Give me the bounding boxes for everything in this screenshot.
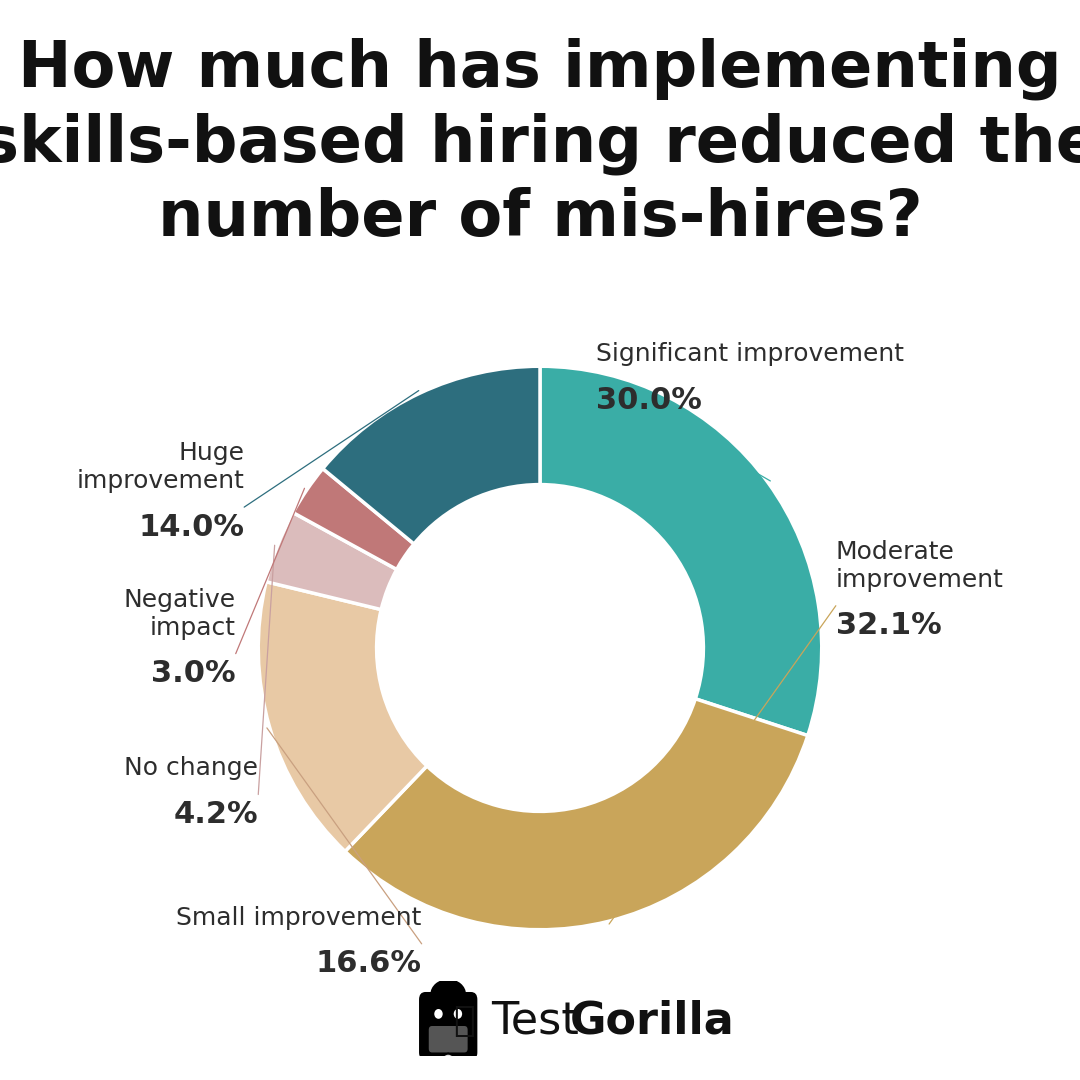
FancyBboxPatch shape <box>419 991 477 1061</box>
Text: Test: Test <box>491 999 579 1042</box>
Text: How much has implementing
skills-based hiring reduced the
number of mis-hires?: How much has implementing skills-based h… <box>0 38 1080 249</box>
Text: Gorilla: Gorilla <box>570 999 735 1042</box>
Text: 16.6%: 16.6% <box>315 949 421 978</box>
Wedge shape <box>293 469 414 569</box>
Text: 3.0%: 3.0% <box>151 659 235 688</box>
Text: Negative
impact: Negative impact <box>123 588 235 639</box>
Text: 30.0%: 30.0% <box>596 386 702 415</box>
Text: Small improvement: Small improvement <box>176 906 421 930</box>
Text: Huge
improvement: Huge improvement <box>77 442 244 494</box>
Wedge shape <box>323 366 540 544</box>
Circle shape <box>442 1055 455 1070</box>
Wedge shape <box>540 366 822 735</box>
Text: Moderate
improvement: Moderate improvement <box>836 540 1003 592</box>
Text: ⛹: ⛹ <box>454 1003 475 1038</box>
Ellipse shape <box>431 980 467 1010</box>
Wedge shape <box>258 582 427 851</box>
Text: 14.0%: 14.0% <box>138 513 244 542</box>
Text: Significant improvement: Significant improvement <box>596 342 904 366</box>
Text: 4.2%: 4.2% <box>174 800 258 829</box>
FancyBboxPatch shape <box>429 1026 468 1052</box>
Circle shape <box>434 1009 443 1018</box>
Text: 32.1%: 32.1% <box>836 611 942 640</box>
Circle shape <box>454 1009 462 1018</box>
Wedge shape <box>345 699 808 930</box>
Wedge shape <box>441 1052 456 1062</box>
Wedge shape <box>266 513 396 609</box>
Text: No change: No change <box>124 756 258 781</box>
